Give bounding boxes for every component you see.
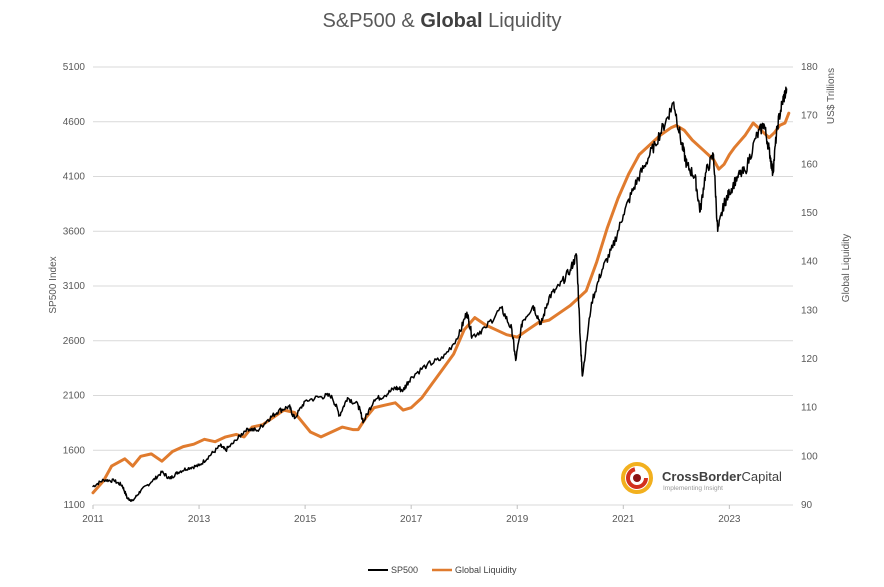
y-right-tick-label: 120: [801, 354, 818, 365]
y-right-tick-label: 150: [801, 208, 818, 219]
series-layer: [91, 86, 791, 503]
y-left-tick-label: 4600: [63, 117, 86, 128]
y-right-tick-label: 170: [801, 111, 818, 122]
y-left-tick-label: 2600: [63, 336, 86, 347]
y-right-tick-label: 160: [801, 159, 818, 170]
y-left-tick-label: 1600: [63, 445, 86, 456]
logo-tagline: Implementing Insight: [663, 485, 723, 492]
logo-brand-part1: CrossBorder: [662, 469, 741, 484]
chart-title: S&P500 & Global Liquidity: [0, 10, 884, 33]
legend: SP500 Global Liquidity: [368, 565, 517, 575]
logo-brand-part2: Capital: [741, 469, 782, 484]
y-right-tick-label: 90: [801, 500, 813, 511]
y-left-tick-label: 3600: [63, 226, 86, 237]
series-line-global-liquidity: [91, 111, 791, 495]
y-left-tick-label: 5100: [63, 62, 86, 73]
y-left-tick-label: 2100: [63, 391, 86, 402]
logo: CrossBorderCapital Implementing Insight: [621, 462, 782, 494]
y-right-tick-label: 110: [801, 403, 817, 414]
y-right-tick-label: 100: [801, 451, 818, 462]
x-axis-ticks: 2011 2013 2015 2017 2019 2021 2023: [82, 505, 741, 525]
y-right-tick-label: 130: [801, 305, 818, 316]
y-left-tick-label: 4100: [63, 172, 86, 183]
x-tick-label: 2011: [82, 514, 104, 525]
x-tick-label: 2017: [400, 514, 423, 525]
left-axis-ticks: 1100 1600 2100 2600 3100 3600 4100 4600 5100: [63, 62, 86, 511]
title-part1: S&P500 &: [322, 10, 421, 32]
x-tick-label: 2019: [506, 514, 529, 525]
y-left-tick-label: 3100: [63, 281, 86, 292]
legend-label-sp500: SP500: [391, 565, 418, 575]
y-right-tick-label: 180: [801, 62, 818, 73]
title-part2: Liquidity: [482, 10, 562, 32]
y-right-tick-label: 140: [801, 257, 818, 268]
y-axis-label-left: SP500 Index: [48, 256, 59, 313]
x-tick-label: 2013: [188, 514, 211, 525]
y-axis-label-right: Global Liquidity: [841, 234, 852, 302]
x-tick-label: 2021: [612, 514, 635, 525]
svg-text:CrossBorderCapital: CrossBorderCapital: [662, 469, 782, 484]
title-bold: Global: [420, 10, 483, 32]
right-axis-ticks: 90 100 110 120 130 140 150 160 170 180: [801, 62, 818, 511]
y-left-tick-label: 1100: [63, 500, 85, 511]
x-tick-label: 2023: [718, 514, 741, 525]
crossborder-logo-icon: [621, 462, 653, 494]
series-line-sp500: [92, 86, 788, 503]
legend-label-liquidity: Global Liquidity: [455, 565, 517, 575]
x-tick-label: 2015: [294, 514, 317, 525]
y-axis-label-right-top: US$ Trillions: [826, 68, 837, 124]
